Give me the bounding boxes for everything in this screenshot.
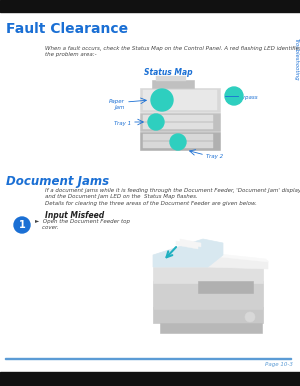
Bar [140,113,220,131]
Bar [0,0,300,12]
Polygon shape [208,255,268,269]
Circle shape [245,312,255,322]
Text: Status Map: Status Map [144,68,192,77]
Text: Bypass: Bypass [239,95,259,100]
Bar [198,281,253,293]
Circle shape [225,87,243,105]
Bar [153,307,263,323]
Bar [0,372,300,386]
Circle shape [148,114,164,130]
Text: If a document jams while it is feeding through the Document Feeder, 'Document Ja: If a document jams while it is feeding t… [45,188,300,199]
Circle shape [151,89,173,111]
Text: Troubleshooting: Troubleshooting [293,38,298,81]
Bar [143,90,217,110]
Bar [152,80,194,88]
Bar [143,134,213,148]
Text: Tray 2: Tray 2 [206,154,223,159]
Polygon shape [176,241,198,249]
Text: Details for clearing the three areas of the Document Feeder are given below.: Details for clearing the three areas of … [45,201,257,206]
Text: Paper
Jam: Paper Jam [109,99,125,110]
Text: Document Jams: Document Jams [6,175,109,188]
Polygon shape [210,253,268,262]
Polygon shape [153,239,223,267]
Text: Tray 1: Tray 1 [114,121,131,126]
Circle shape [170,134,186,150]
Text: When a fault occurs, check the Status Map on the Control Panel. A red flashing L: When a fault occurs, check the Status Ma… [45,46,300,57]
Bar [143,115,213,129]
Polygon shape [180,239,201,247]
Text: Fault Clearance: Fault Clearance [6,22,128,36]
Bar [140,132,220,150]
Bar [140,88,220,112]
Text: 1: 1 [19,220,26,230]
Bar [160,323,262,333]
Text: Page 10-3: Page 10-3 [265,362,293,367]
Circle shape [14,217,30,233]
Text: ►  Open the Document Feeder top
    cover.: ► Open the Document Feeder top cover. [35,219,130,230]
Bar [153,267,263,283]
Bar [5,358,291,359]
Bar [156,76,186,81]
Bar [153,281,263,309]
Text: Input Misfeed: Input Misfeed [45,211,104,220]
